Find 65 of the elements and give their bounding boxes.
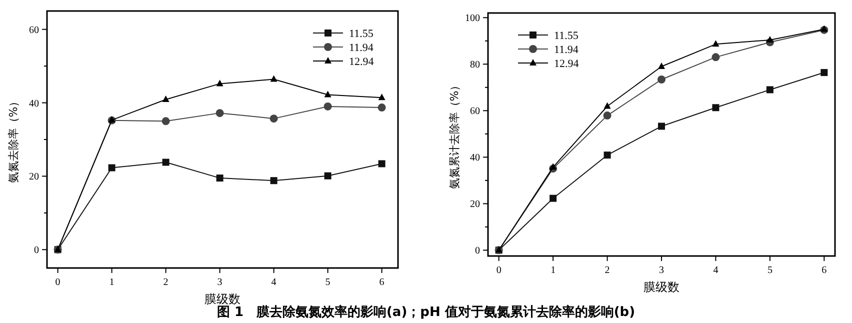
y-axis-title: 氨氮去除率（%） bbox=[7, 96, 20, 184]
point bbox=[378, 94, 386, 100]
point bbox=[712, 40, 720, 47]
point bbox=[216, 80, 224, 86]
x-tick-label: 3 bbox=[659, 265, 664, 276]
point bbox=[820, 69, 828, 76]
y-tick-label: 60 bbox=[29, 24, 39, 36]
point bbox=[162, 117, 170, 126]
x-tick-label: 2 bbox=[604, 265, 610, 276]
point bbox=[324, 90, 332, 98]
point bbox=[270, 114, 278, 123]
point bbox=[603, 112, 612, 120]
point bbox=[658, 122, 665, 130]
caption: 图 1 膜去除氨氮效率的影响(a)；pH 值对于氨氮累计去除率的影响(b) bbox=[216, 304, 636, 320]
point bbox=[766, 86, 774, 94]
x-tick-label: 3 bbox=[217, 277, 222, 288]
x-tick-label: 4 bbox=[713, 265, 718, 276]
legend-label: 12.94 bbox=[554, 58, 580, 70]
y-tick-label: 40 bbox=[470, 152, 480, 164]
point bbox=[162, 158, 170, 166]
point bbox=[108, 164, 116, 172]
x-tick-label: 4 bbox=[271, 277, 276, 288]
legend-label: 11.94 bbox=[554, 44, 579, 56]
point bbox=[550, 163, 557, 170]
point bbox=[324, 172, 332, 180]
y-tick-label: 40 bbox=[29, 98, 39, 110]
point bbox=[270, 75, 278, 82]
point bbox=[712, 104, 720, 112]
point bbox=[378, 160, 386, 168]
y-axis-title: 氨氮累计去除率（%） bbox=[448, 80, 461, 190]
x-tick-label: 0 bbox=[496, 265, 502, 276]
point bbox=[216, 174, 224, 182]
y-tick-label: 0 bbox=[34, 245, 39, 256]
point bbox=[550, 194, 557, 202]
x-tick-label: 5 bbox=[325, 277, 330, 288]
point bbox=[604, 102, 611, 109]
x-tick-label: 5 bbox=[767, 265, 772, 276]
y-tick-label: 60 bbox=[470, 106, 480, 118]
y-tick-label: 0 bbox=[475, 246, 480, 257]
y-tick-label: 20 bbox=[470, 199, 480, 210]
x-axis-title: 膜级数 bbox=[204, 292, 240, 306]
legend-label: 11.55 bbox=[349, 28, 374, 40]
x-axis-title: 膜级数 bbox=[644, 280, 680, 294]
y-tick-label: 100 bbox=[465, 13, 480, 24]
legend-label: 11.55 bbox=[554, 30, 579, 42]
x-tick-label: 6 bbox=[822, 265, 827, 276]
legend-label: 12.94 bbox=[349, 56, 374, 68]
point bbox=[162, 95, 170, 102]
point bbox=[604, 152, 611, 159]
x-tick-label: 0 bbox=[55, 277, 60, 288]
point bbox=[324, 102, 332, 110]
legend-label: 11.94 bbox=[349, 42, 374, 54]
point bbox=[378, 104, 386, 112]
x-tick-label: 6 bbox=[379, 277, 384, 288]
x-tick-label: 1 bbox=[109, 277, 114, 288]
point bbox=[766, 36, 774, 42]
point bbox=[216, 109, 224, 118]
x-tick-label: 2 bbox=[163, 277, 168, 288]
y-tick-label: 80 bbox=[470, 60, 480, 71]
point bbox=[658, 62, 665, 69]
y-tick-label: 20 bbox=[29, 172, 39, 183]
point bbox=[658, 76, 666, 84]
x-tick-label: 1 bbox=[550, 265, 556, 276]
point bbox=[712, 53, 720, 62]
point bbox=[270, 177, 278, 184]
